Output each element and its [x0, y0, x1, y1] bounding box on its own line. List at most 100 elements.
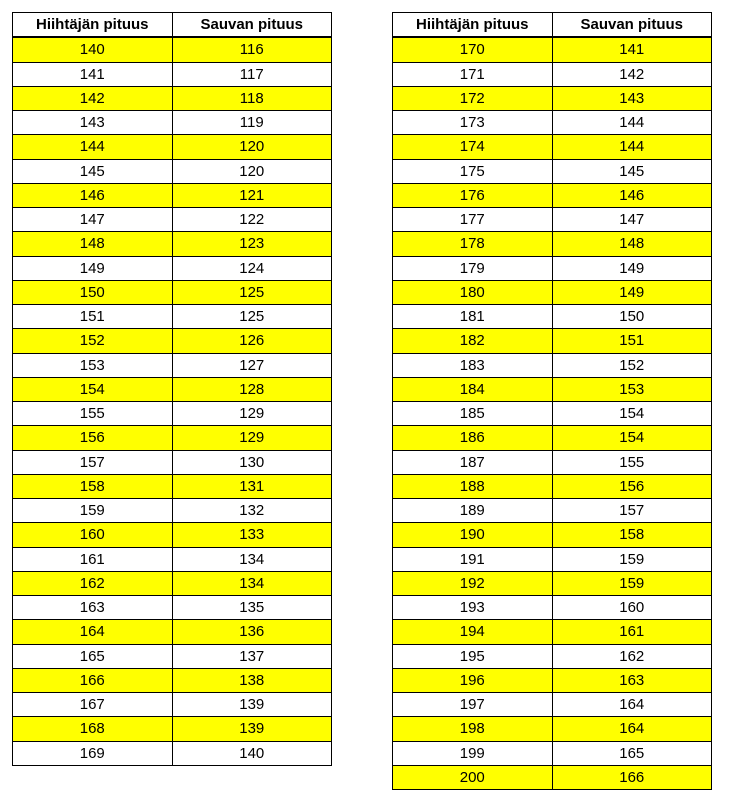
cell-skier-height: 166: [13, 668, 173, 692]
cell-pole-length: 145: [552, 159, 712, 183]
cell-pole-length: 159: [552, 547, 712, 571]
cell-pole-length: 139: [172, 717, 332, 741]
table-row: 178148: [393, 232, 712, 256]
table-row: 199165: [393, 741, 712, 765]
table-row: 161134: [13, 547, 332, 571]
cell-skier-height: 162: [13, 571, 173, 595]
cell-pole-length: 131: [172, 474, 332, 498]
cell-pole-length: 126: [172, 329, 332, 353]
cell-skier-height: 167: [13, 693, 173, 717]
table-row: 160133: [13, 523, 332, 547]
cell-skier-height: 200: [393, 765, 553, 789]
cell-skier-height: 158: [13, 474, 173, 498]
cell-pole-length: 132: [172, 499, 332, 523]
cell-skier-height: 192: [393, 571, 553, 595]
cell-pole-length: 159: [552, 571, 712, 595]
cell-skier-height: 165: [13, 644, 173, 668]
table-row: 152126: [13, 329, 332, 353]
cell-pole-length: 158: [552, 523, 712, 547]
cell-pole-length: 163: [552, 668, 712, 692]
table-row: 154128: [13, 377, 332, 401]
col-header-skier: Hiihtäjän pituus: [13, 13, 173, 38]
cell-pole-length: 120: [172, 135, 332, 159]
table-row: 168139: [13, 717, 332, 741]
table-row: 171142: [393, 62, 712, 86]
table-row: 155129: [13, 402, 332, 426]
right-table-body: 1701411711421721431731441741441751451761…: [393, 37, 712, 789]
cell-skier-height: 170: [393, 37, 553, 62]
cell-pole-length: 162: [552, 644, 712, 668]
cell-pole-length: 125: [172, 280, 332, 304]
cell-skier-height: 143: [13, 111, 173, 135]
table-row: 140116: [13, 37, 332, 62]
cell-pole-length: 165: [552, 741, 712, 765]
cell-pole-length: 129: [172, 426, 332, 450]
header-row: Hiihtäjän pituus Sauvan pituus: [393, 13, 712, 38]
cell-pole-length: 138: [172, 668, 332, 692]
cell-skier-height: 197: [393, 693, 553, 717]
cell-pole-length: 120: [172, 159, 332, 183]
table-row: 147122: [13, 208, 332, 232]
cell-pole-length: 121: [172, 183, 332, 207]
table-row: 173144: [393, 111, 712, 135]
cell-pole-length: 146: [552, 183, 712, 207]
cell-pole-length: 119: [172, 111, 332, 135]
cell-pole-length: 118: [172, 86, 332, 110]
cell-skier-height: 191: [393, 547, 553, 571]
cell-skier-height: 182: [393, 329, 553, 353]
cell-skier-height: 193: [393, 596, 553, 620]
cell-skier-height: 153: [13, 353, 173, 377]
table-row: 151125: [13, 305, 332, 329]
table-row: 166138: [13, 668, 332, 692]
cell-pole-length: 135: [172, 596, 332, 620]
table-row: 157130: [13, 450, 332, 474]
table-row: 149124: [13, 256, 332, 280]
cell-skier-height: 144: [13, 135, 173, 159]
cell-skier-height: 172: [393, 86, 553, 110]
table-row: 174144: [393, 135, 712, 159]
cell-pole-length: 134: [172, 571, 332, 595]
cell-skier-height: 152: [13, 329, 173, 353]
cell-pole-length: 151: [552, 329, 712, 353]
table-row: 164136: [13, 620, 332, 644]
cell-skier-height: 184: [393, 377, 553, 401]
tables-container: Hiihtäjän pituus Sauvan pituus 140116141…: [12, 12, 738, 790]
cell-pole-length: 123: [172, 232, 332, 256]
cell-pole-length: 149: [552, 280, 712, 304]
table-row: 175145: [393, 159, 712, 183]
cell-skier-height: 178: [393, 232, 553, 256]
table-row: 180149: [393, 280, 712, 304]
table-row: 197164: [393, 693, 712, 717]
table-row: 184153: [393, 377, 712, 401]
table-row: 142118: [13, 86, 332, 110]
table-row: 195162: [393, 644, 712, 668]
cell-pole-length: 143: [552, 86, 712, 110]
cell-skier-height: 145: [13, 159, 173, 183]
cell-pole-length: 129: [172, 402, 332, 426]
cell-skier-height: 141: [13, 62, 173, 86]
cell-skier-height: 173: [393, 111, 553, 135]
cell-skier-height: 160: [13, 523, 173, 547]
cell-pole-length: 136: [172, 620, 332, 644]
table-row: 172143: [393, 86, 712, 110]
cell-skier-height: 163: [13, 596, 173, 620]
table-row: 143119: [13, 111, 332, 135]
cell-pole-length: 124: [172, 256, 332, 280]
cell-skier-height: 148: [13, 232, 173, 256]
table-row: 176146: [393, 183, 712, 207]
cell-skier-height: 150: [13, 280, 173, 304]
table-row: 177147: [393, 208, 712, 232]
table-row: 193160: [393, 596, 712, 620]
cell-skier-height: 196: [393, 668, 553, 692]
cell-skier-height: 199: [393, 741, 553, 765]
cell-skier-height: 142: [13, 86, 173, 110]
cell-pole-length: 128: [172, 377, 332, 401]
cell-skier-height: 168: [13, 717, 173, 741]
cell-pole-length: 140: [172, 741, 332, 765]
table-row: 192159: [393, 571, 712, 595]
cell-pole-length: 133: [172, 523, 332, 547]
cell-pole-length: 147: [552, 208, 712, 232]
cell-skier-height: 164: [13, 620, 173, 644]
cell-pole-length: 160: [552, 596, 712, 620]
cell-skier-height: 149: [13, 256, 173, 280]
